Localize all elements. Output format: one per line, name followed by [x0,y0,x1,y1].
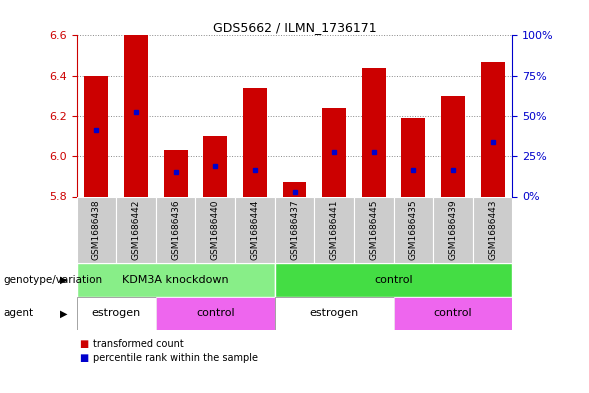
Bar [473,196,512,263]
Bar [196,196,235,263]
Text: ▶: ▶ [60,275,68,285]
Bar [124,35,148,197]
Text: GSM1686441: GSM1686441 [330,200,339,260]
Text: control: control [434,309,472,318]
Bar [362,68,386,196]
Bar [354,196,393,263]
Title: GDS5662 / ILMN_1736171: GDS5662 / ILMN_1736171 [213,21,376,34]
Bar [164,150,187,196]
Text: KDM3A knockdown: KDM3A knockdown [123,275,229,285]
Bar [393,297,512,330]
Bar [322,108,346,196]
Text: ■: ■ [80,339,89,349]
Bar [274,196,315,263]
Bar [77,297,156,330]
Bar [203,136,227,196]
Bar [243,88,267,196]
Bar [441,96,465,196]
Text: percentile rank within the sample: percentile rank within the sample [93,353,258,363]
Bar [235,196,274,263]
Bar [393,196,433,263]
Text: ■: ■ [80,353,89,363]
Bar [433,196,473,263]
Bar [274,297,393,330]
Text: GSM1686440: GSM1686440 [211,200,220,260]
Bar [315,196,354,263]
Bar [156,196,196,263]
Text: GSM1686445: GSM1686445 [369,200,378,260]
Bar [156,297,274,330]
Text: estrogen: estrogen [91,309,141,318]
Text: GSM1686437: GSM1686437 [290,200,299,261]
Text: control: control [196,309,234,318]
Text: GSM1686439: GSM1686439 [448,200,458,261]
Bar [283,182,306,196]
Text: ▶: ▶ [60,309,68,318]
Text: GSM1686444: GSM1686444 [250,200,259,260]
Text: GSM1686443: GSM1686443 [488,200,497,260]
Bar [77,263,274,297]
Text: genotype/variation: genotype/variation [3,275,102,285]
Text: transformed count: transformed count [93,339,184,349]
Text: GSM1686438: GSM1686438 [92,200,101,261]
Bar [402,118,425,196]
Bar [116,196,156,263]
Text: GSM1686442: GSM1686442 [131,200,141,260]
Text: GSM1686435: GSM1686435 [409,200,418,261]
Text: estrogen: estrogen [309,309,359,318]
Text: GSM1686436: GSM1686436 [171,200,180,261]
Text: control: control [374,275,413,285]
Bar [274,263,512,297]
Bar [84,75,108,196]
Text: agent: agent [3,309,33,318]
Bar [481,62,505,196]
Bar [77,196,116,263]
